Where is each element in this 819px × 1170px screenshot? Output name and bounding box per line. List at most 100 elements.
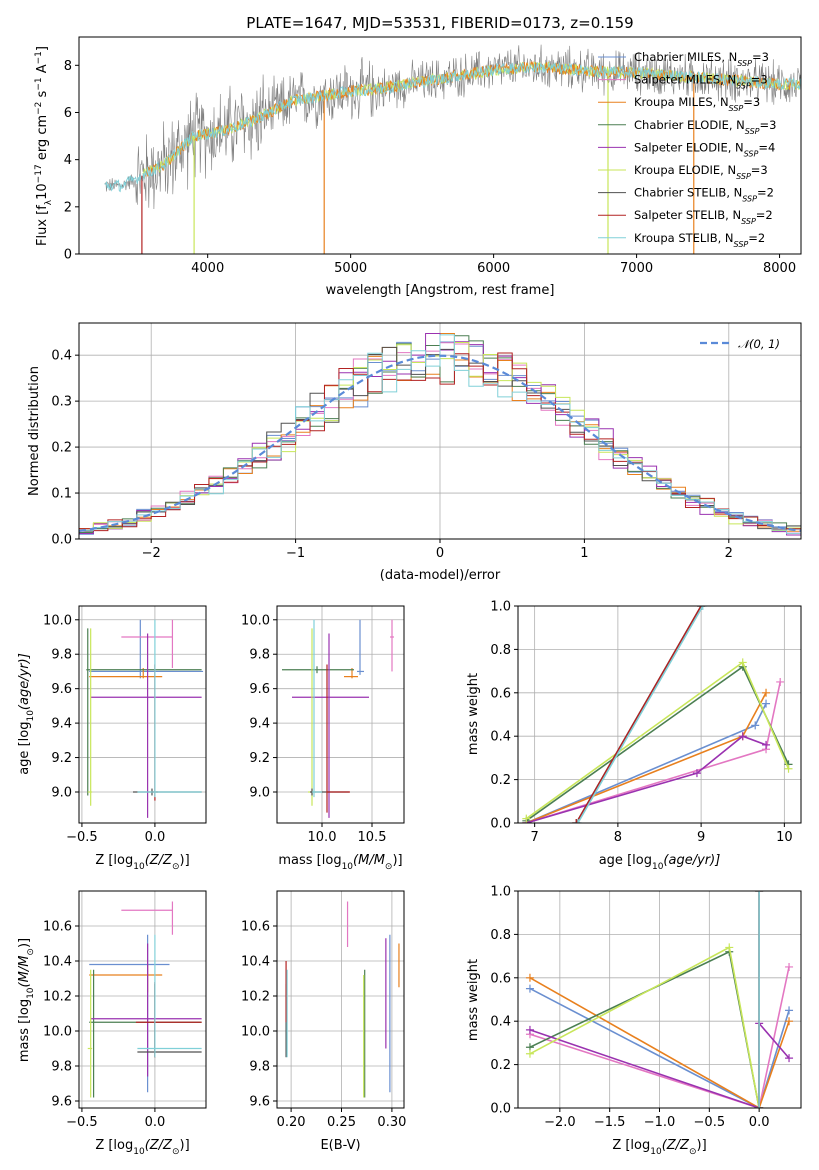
axes-frame <box>517 890 802 1109</box>
label-part: ⊙ <box>172 1147 180 1157</box>
x-tick-label: 8 <box>614 830 622 845</box>
y-tick-label: 1.0 <box>490 600 511 615</box>
label-part: )] <box>17 938 32 948</box>
weight-marker <box>785 1054 794 1063</box>
x-tick-label: 10 <box>776 830 793 845</box>
label-part: )] <box>392 853 402 868</box>
figure-title: PLATE=1647, MJD=53531, FIBERID=0173, z=0… <box>246 14 633 32</box>
label-part: −17 <box>34 164 44 183</box>
x-tick-label: 7 <box>531 830 539 845</box>
y-tick-label: 10.0 <box>241 1025 270 1040</box>
weight-marker <box>762 740 771 749</box>
weight-marker <box>692 769 701 778</box>
weight-line <box>525 665 790 822</box>
axes-frame <box>276 890 405 1109</box>
label-part: mass [log <box>278 853 341 868</box>
y-tick-label: 0.4 <box>490 730 511 745</box>
legend-text-part: Salpeter ELODIE, N <box>634 140 744 154</box>
weight-marker <box>755 891 764 895</box>
spectrum-y-label: Flux [fλ10−17 erg cm−2 s−1 A−1] <box>34 46 54 246</box>
residual-x-label: (data-model)/error <box>380 568 501 583</box>
label-part: (Z/Z <box>145 1138 173 1153</box>
label-part: −1 <box>34 77 44 90</box>
label-part: 10 <box>26 987 36 999</box>
y-tick-label: 0.4 <box>51 349 72 364</box>
label-part: ⊙ <box>689 1147 697 1157</box>
x-tick-label: 0.25 <box>327 1115 356 1130</box>
label-part: A <box>35 64 50 77</box>
label-part: erg cm <box>35 115 50 164</box>
label-part: 10 <box>26 710 36 722</box>
x-tick-label: −0.5 <box>66 1115 98 1130</box>
label-part: 10 <box>342 862 354 872</box>
weight-line <box>526 692 767 823</box>
axes-frame <box>276 605 405 824</box>
label-part: age [log <box>17 722 32 775</box>
label-part: −1 <box>34 51 44 64</box>
label-part: mass [log <box>17 999 32 1062</box>
label-part: )] <box>180 853 190 868</box>
y-tick-label: 9.6 <box>51 682 72 697</box>
metallicity-mass-panel: −0.5 0.09.69.810.010.210.410.6Z [log10(Z/… <box>17 890 207 1157</box>
model-spectrum-line <box>104 62 801 193</box>
legend-text-part: =2 <box>756 208 773 222</box>
y-tick-label: 9.6 <box>249 1095 270 1110</box>
residual-y-label: Normed distribution <box>27 366 42 496</box>
y-tick-label: 9.8 <box>249 648 270 663</box>
axes-frame <box>78 36 802 255</box>
y-axis-label: mass weight <box>466 959 481 1041</box>
legend-text-part: SSP <box>745 126 760 135</box>
weight-marker <box>785 1006 794 1015</box>
x-tick-label: −0.5 <box>694 1115 726 1130</box>
label-part: λ <box>44 199 54 205</box>
y-tick-label: 0.2 <box>51 441 72 456</box>
weight-marker <box>751 721 760 730</box>
y-tick-label: 9.8 <box>51 648 72 663</box>
y-tick-label: 10.4 <box>241 955 270 970</box>
histogram-step-line <box>79 334 801 534</box>
axes-frame <box>78 890 207 1109</box>
y-axis-label: age [log10(age/yr)] <box>17 653 36 775</box>
legend-text-part: Chabrier MILES, N <box>634 50 737 64</box>
weight-marker <box>762 699 771 708</box>
label-part: (Z/Z <box>145 853 173 868</box>
x-axis-label: Z [log10(Z/Z⊙)] <box>95 1138 189 1157</box>
legend-entry: Chabrier STELIB, NSSP=2 <box>634 186 774 204</box>
x-tick-label: 0.0 <box>145 1115 166 1130</box>
y-axis-label: mass weight <box>466 673 481 755</box>
legend-text-part: Chabrier ELODIE, N <box>634 118 745 132</box>
legend-text-part: =3 <box>751 73 768 87</box>
mass-age-panel: 10.0 10.5 9.0 9.2 9.4 9.6 9.8 10.0 mass [log10(M… <box>241 605 405 872</box>
y-tick-label: 0.3 <box>51 395 72 410</box>
y-tick-label: 9.4 <box>51 717 72 732</box>
legend-entry: Salpeter ELODIE, NSSP=4 <box>634 140 775 158</box>
x-tick-label: 0.0 <box>145 830 166 845</box>
label-part: (age/yr)] <box>663 853 720 868</box>
x-tick-label: 10.0 <box>308 830 337 845</box>
normal-legend-entry: 𝒩(0, 1) <box>738 337 780 351</box>
weight-marker <box>522 814 531 823</box>
y-tick-label: 0.2 <box>490 773 511 788</box>
legend-entry: Salpeter STELIB, NSSP=2 <box>634 208 773 226</box>
y-tick-label: 9.6 <box>249 682 270 697</box>
legend-text-part: =2 <box>748 231 765 245</box>
weight-line <box>526 681 781 823</box>
axes-frame <box>517 605 802 824</box>
label-part: Z [log <box>95 853 133 868</box>
histogram-step-line <box>79 352 801 535</box>
label-part: Z [log <box>95 1138 133 1153</box>
legend-text-part: Kroupa MILES, N <box>634 95 729 109</box>
legend-text-part: SSP <box>737 59 752 68</box>
label-part: 10 <box>650 1147 662 1157</box>
weight-line <box>529 977 790 1108</box>
y-tick-label: 0.6 <box>490 971 511 986</box>
label-part: ⊙ <box>385 862 393 872</box>
y-tick-label: 9.2 <box>51 751 72 766</box>
y-tick-label: 0.8 <box>490 643 511 658</box>
weight-line <box>526 735 767 823</box>
y-tick-label: 9.0 <box>51 786 72 801</box>
spectrum-x-label: wavelength [Angstrom, rest frame] <box>326 283 555 298</box>
legend-text-part: Salpeter STELIB, N <box>634 208 741 222</box>
x-axis-label: age [log10(age/yr)] <box>599 853 721 872</box>
